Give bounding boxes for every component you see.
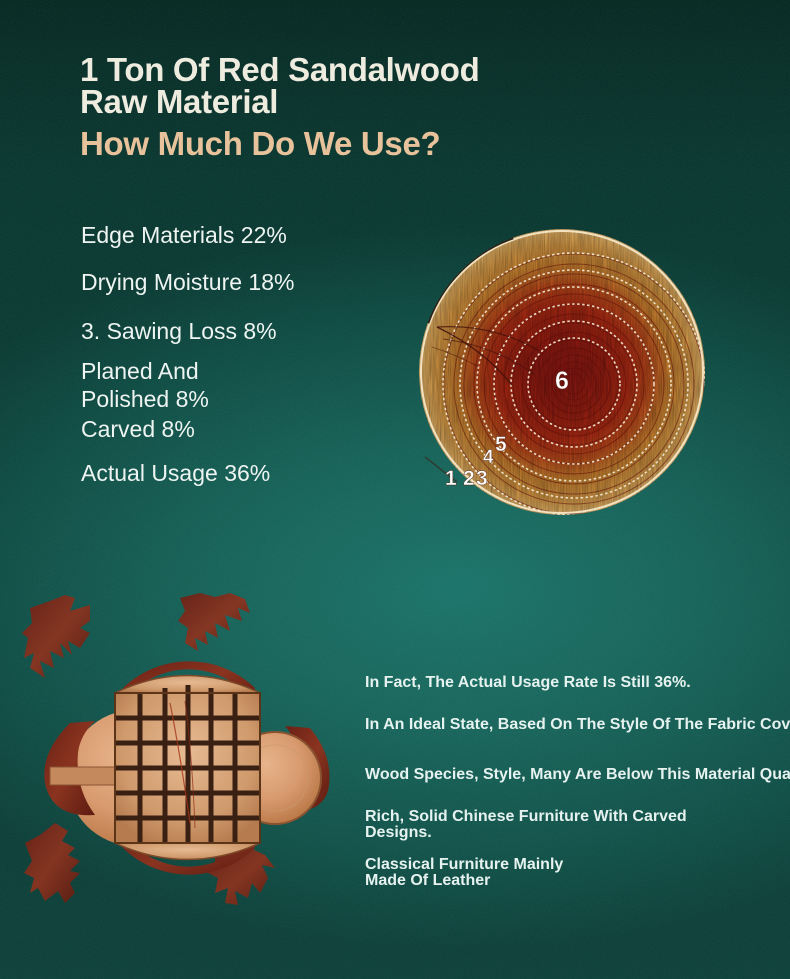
svg-text:3: 3 (476, 467, 488, 490)
svg-text:1: 1 (445, 467, 457, 490)
svg-text:6: 6 (555, 367, 569, 395)
svg-text:5: 5 (495, 433, 507, 456)
svg-text:4: 4 (483, 447, 494, 468)
svg-text:2: 2 (463, 467, 475, 490)
